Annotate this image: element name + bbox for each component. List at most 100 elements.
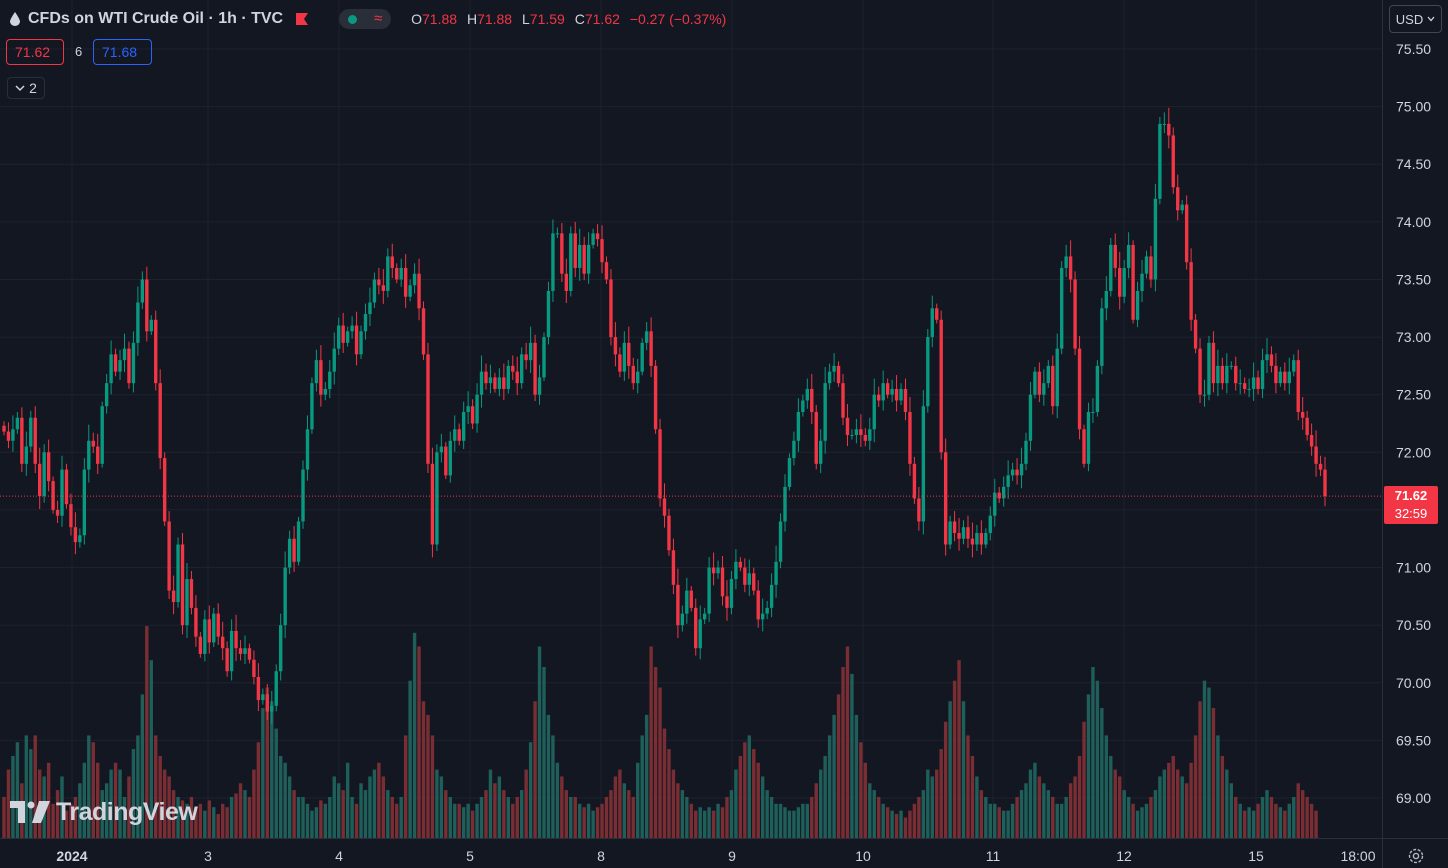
volume-bar (100, 790, 104, 838)
volume-bar (341, 790, 345, 838)
candle-body (894, 388, 899, 401)
candle-body (372, 279, 377, 303)
candle-body (711, 567, 716, 574)
volume-bar (359, 783, 363, 838)
candle-body (314, 360, 319, 384)
candle-body (943, 452, 948, 545)
buy-price-button[interactable]: 71.68 (93, 39, 152, 65)
volume-bar (819, 769, 823, 838)
volume-bar (564, 790, 569, 838)
volume-bar (533, 701, 537, 838)
volume-bar (640, 735, 644, 838)
candle-body (845, 417, 850, 436)
candle-body (1274, 365, 1278, 384)
candle-body (234, 630, 238, 649)
volume-bar (569, 796, 573, 838)
flag-icon[interactable] (295, 12, 309, 26)
candle-body (1019, 463, 1024, 476)
volume-bar (1211, 708, 1216, 838)
candle-body (1033, 371, 1037, 395)
volume-bar (51, 803, 55, 838)
candle-body (1122, 267, 1126, 297)
candle-body (73, 527, 78, 543)
volume-bar (1242, 810, 1247, 838)
volume-bar (644, 714, 649, 838)
volume-bar (622, 783, 627, 838)
candle-body (1167, 123, 1171, 136)
candle-body (20, 417, 24, 464)
volume-bar (988, 803, 992, 838)
volume-bar (702, 810, 707, 838)
volume-bar (96, 762, 100, 838)
candle-body (1068, 256, 1073, 280)
gear-icon[interactable] (1406, 846, 1426, 866)
candle-body (533, 342, 537, 395)
candle-body (908, 411, 912, 464)
tradingview-watermark[interactable]: TradingView (10, 797, 198, 827)
candle-body (1162, 123, 1167, 125)
candle-body (649, 331, 653, 366)
candle-body (479, 371, 484, 395)
volume-bar (1193, 735, 1198, 838)
candle-body (984, 532, 988, 545)
candle-body (586, 244, 591, 274)
volume-bar (970, 755, 975, 838)
symbol-legend: CFDs on WTI Crude Oil · 1h · TVC ≈ O71.8… (10, 8, 732, 30)
candle-body (444, 446, 448, 476)
candle-body (1077, 348, 1082, 430)
volume-bar (1059, 803, 1064, 838)
indicators-toggle-button[interactable]: 2 (7, 77, 45, 99)
volume-bar (1073, 776, 1077, 838)
candle-body (461, 411, 466, 441)
volume-bar (279, 755, 283, 838)
candle-body (484, 371, 488, 384)
volume-bar (984, 796, 988, 838)
candle-body (457, 429, 461, 441)
candle-body (921, 406, 926, 522)
volume-bar (220, 803, 225, 838)
volume-bar (1082, 721, 1086, 838)
volume-bar (1229, 783, 1233, 838)
volume-bar (323, 803, 328, 838)
sell-price-button[interactable]: 71.62 (6, 39, 64, 65)
volume-bar (453, 803, 457, 838)
volume-bar (729, 790, 734, 838)
ohlc-low: L71.59 (522, 11, 565, 27)
candle-body (640, 342, 644, 372)
candle-body (1180, 204, 1184, 211)
volume-bar (930, 776, 934, 838)
x-tick-label: 9 (728, 848, 736, 864)
candle-body (1046, 365, 1050, 384)
volume-bar (444, 790, 448, 838)
candle-body (734, 561, 738, 580)
x-tick-label: 5 (466, 848, 474, 864)
volume-bar (122, 796, 127, 838)
candle-body (694, 607, 698, 649)
volume-bar (877, 796, 881, 838)
volume-bar (801, 803, 805, 838)
volume-bar (78, 783, 82, 838)
volume-bar (841, 667, 845, 838)
candle-body (810, 388, 814, 412)
currency-select[interactable]: USD (1389, 5, 1442, 33)
candle-body (618, 354, 622, 372)
candle-body (1109, 244, 1113, 291)
volume-bar (1207, 687, 1211, 838)
candle-body (493, 377, 497, 389)
candle-body (1251, 377, 1256, 389)
candle-body (622, 342, 627, 372)
market-status-pill[interactable]: ≈ (339, 9, 392, 29)
candle-body (832, 365, 836, 372)
symbol-title[interactable]: CFDs on WTI Crude Oil · 1h · TVC (28, 10, 284, 27)
candle-body (1184, 204, 1189, 263)
volume-bar (948, 701, 952, 838)
candle-body (332, 348, 336, 372)
volume-bar (935, 769, 939, 838)
volume-bar (908, 810, 912, 838)
candle-body (466, 406, 470, 412)
volume-bar (11, 755, 15, 838)
candle-body (15, 417, 20, 430)
candle-body (42, 452, 46, 497)
volume-bar (390, 796, 394, 838)
